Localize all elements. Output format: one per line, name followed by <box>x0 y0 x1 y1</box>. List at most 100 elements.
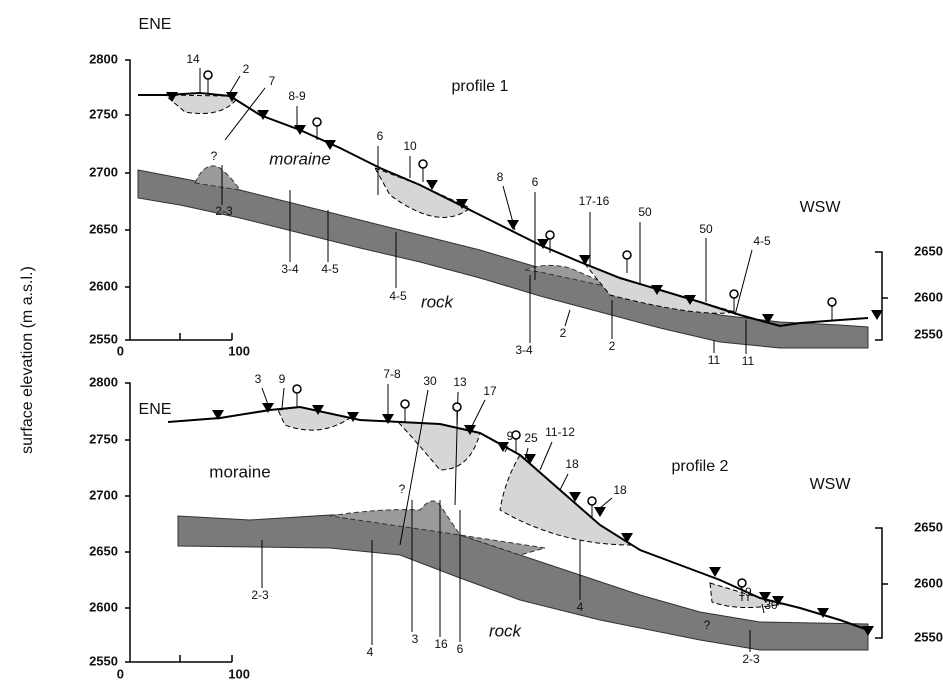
right-tick-label: 2600 <box>914 575 943 590</box>
profile-title: profile 1 <box>452 78 509 95</box>
leader-line <box>734 249 753 316</box>
triangle-marker <box>212 410 224 420</box>
sample-label: 10 <box>403 139 417 153</box>
sample-label: 17-16 <box>579 194 610 208</box>
unit-label: rock <box>489 621 523 640</box>
sample-label: 18 <box>565 457 579 471</box>
sample-label: 4-5 <box>389 289 407 303</box>
triangle-marker <box>262 403 274 413</box>
sample-label: 9 <box>507 429 514 443</box>
y-axis-label: surface elevation (m a.s.l.) <box>19 266 36 454</box>
left-tick-label: 2550 <box>89 331 118 346</box>
triangle-marker <box>772 596 784 606</box>
leader-line <box>399 389 429 546</box>
triangle-marker <box>862 626 874 636</box>
triangle-marker <box>762 314 774 324</box>
bedrock-bump <box>194 165 242 191</box>
left-tick-label: 2550 <box>89 653 118 668</box>
triangle-marker <box>621 533 633 543</box>
sample-label: 3 <box>255 372 262 386</box>
triangle-marker <box>382 414 394 424</box>
left-tick-label: 2700 <box>89 487 118 502</box>
right-tick-label: 2650 <box>914 519 943 534</box>
sample-label: 6 <box>532 175 539 189</box>
triangle-marker <box>651 285 663 295</box>
direction-label: ENE <box>139 16 172 33</box>
till-patch <box>329 500 546 556</box>
leader-line <box>761 603 765 614</box>
left-tick-label: 2600 <box>89 278 118 293</box>
triangle-marker <box>294 125 306 135</box>
leader-line <box>504 445 509 453</box>
sample-label: 17 <box>483 384 497 398</box>
moraine-lens <box>373 167 471 218</box>
sample-label: 7-8 <box>383 367 401 381</box>
triangle-marker <box>579 255 591 265</box>
leader-line <box>539 441 553 471</box>
rock-layer <box>177 514 869 651</box>
sample-label: 11-12 <box>545 425 575 439</box>
sample-label: ? <box>704 618 711 632</box>
triangle-marker <box>871 310 883 320</box>
sample-label: 18 <box>613 483 627 497</box>
surface-line <box>138 91 869 328</box>
pin-head <box>452 402 462 412</box>
left-tick-label: 2800 <box>89 51 118 66</box>
pin-head <box>622 250 632 260</box>
leader-line <box>599 497 613 509</box>
triangle-marker <box>312 405 324 415</box>
triangle-marker <box>709 567 721 577</box>
sample-label: 11 <box>708 353 721 367</box>
pin-head <box>587 496 597 506</box>
sample-label: 2-3 <box>251 588 269 602</box>
left-axis <box>125 59 233 341</box>
triangle-marker <box>594 507 606 517</box>
right-tick-label: 2650 <box>914 243 943 258</box>
right-tick-label: 2550 <box>914 629 943 644</box>
sample-label: 4-5 <box>753 234 771 248</box>
unit-label: moraine <box>269 149 330 168</box>
pin-head <box>203 70 213 80</box>
right-tick-label: 2600 <box>914 289 943 304</box>
pin-head <box>827 297 837 307</box>
moraine-lens <box>499 454 634 546</box>
sample-label: 11 <box>742 354 755 368</box>
sample-label: 4-5 <box>321 262 339 276</box>
sample-label: 7 <box>269 74 276 88</box>
triangle-marker <box>456 199 468 209</box>
sample-label: 6 <box>457 642 464 656</box>
triangle-marker <box>537 239 549 249</box>
left-tick-label: 2750 <box>89 106 118 121</box>
scale-label: 0 <box>117 666 124 681</box>
scale-label: 0 <box>117 343 124 358</box>
sample-label: 6 <box>377 129 384 143</box>
triangle-marker <box>464 425 476 435</box>
pin-head <box>737 578 747 588</box>
pin-head <box>545 230 555 240</box>
sample-label: 16 <box>434 637 448 651</box>
sample-label: 9 <box>279 372 286 386</box>
sample-label: 4 <box>577 600 584 614</box>
triangle-marker <box>226 92 238 102</box>
unit-label: moraine <box>209 462 270 481</box>
pin-head <box>418 159 428 169</box>
triangle-marker <box>324 140 336 150</box>
sample-label: 2 <box>609 339 616 353</box>
pin-head <box>312 117 322 127</box>
unit-label: rock <box>421 292 455 311</box>
pin-head <box>511 430 521 440</box>
triangle-marker <box>347 412 359 422</box>
left-tick-label: 2750 <box>89 431 118 446</box>
sample-label: 14 <box>186 52 200 66</box>
direction-label: WSW <box>810 476 852 493</box>
sample-label: 2-3 <box>215 204 233 218</box>
symbols <box>166 68 883 652</box>
sample-label: 8-9 <box>288 89 306 103</box>
sample-label: ? <box>211 149 218 163</box>
scale-label: 100 <box>228 343 250 358</box>
left-tick-label: 2800 <box>89 374 118 389</box>
leader-line <box>224 87 266 141</box>
right-axis <box>875 527 888 639</box>
leader-line <box>559 473 569 491</box>
